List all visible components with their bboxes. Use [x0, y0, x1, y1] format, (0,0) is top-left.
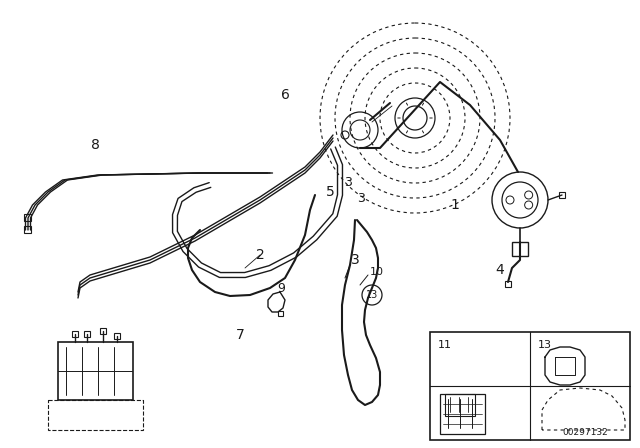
- Text: 13: 13: [538, 340, 552, 350]
- Bar: [440, 394, 485, 434]
- Text: 1: 1: [451, 198, 460, 212]
- Bar: [100, 328, 106, 334]
- Bar: [72, 331, 78, 337]
- Bar: [505, 281, 511, 287]
- Text: 6: 6: [280, 88, 289, 102]
- Bar: [48, 400, 143, 430]
- Text: 4: 4: [495, 263, 504, 277]
- Text: 11: 11: [438, 340, 452, 350]
- Bar: [445, 394, 475, 416]
- Bar: [278, 311, 282, 316]
- Bar: [430, 332, 630, 440]
- Text: 5: 5: [326, 185, 334, 199]
- Text: 13: 13: [366, 290, 378, 300]
- Bar: [559, 192, 565, 198]
- Text: 2: 2: [255, 248, 264, 262]
- Bar: [84, 331, 90, 337]
- Bar: [24, 215, 31, 221]
- Text: 3: 3: [351, 253, 360, 267]
- Text: 9: 9: [277, 281, 285, 294]
- Bar: [24, 227, 31, 233]
- Bar: [512, 242, 528, 256]
- Text: 10: 10: [370, 267, 384, 277]
- Text: 7: 7: [236, 328, 244, 342]
- Text: 3: 3: [344, 176, 352, 189]
- Bar: [58, 342, 133, 400]
- Text: 3: 3: [357, 191, 365, 204]
- Bar: [114, 333, 120, 339]
- Text: 00297132: 00297132: [562, 428, 608, 437]
- Text: 8: 8: [91, 138, 99, 152]
